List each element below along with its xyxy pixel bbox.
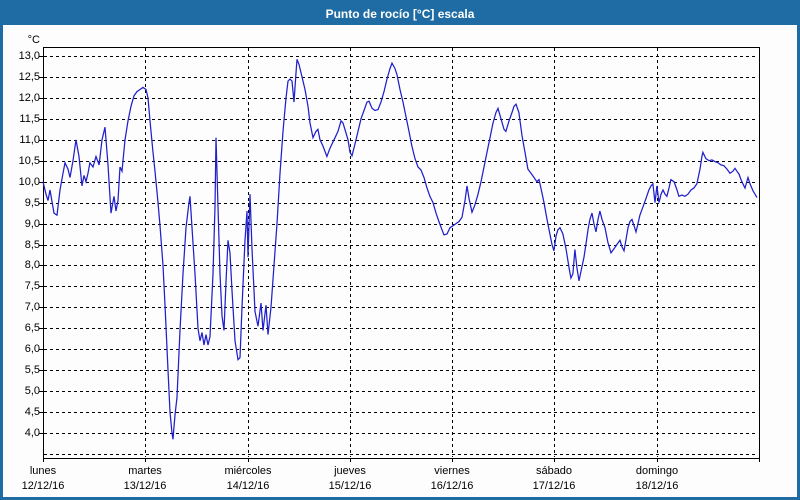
y-tick-label: 11,5 <box>19 113 40 125</box>
y-tick-label: 9,0 <box>24 218 40 230</box>
y-tick-label: 10,0 <box>18 176 40 188</box>
y-tick-label: 6,5 <box>24 322 40 334</box>
y-tick-label: 8,0 <box>24 259 40 271</box>
x-day-date: 13/12/16 <box>123 480 167 492</box>
x-day-date: 12/12/16 <box>21 480 65 492</box>
y-tick-label: 7,5 <box>24 280 40 292</box>
y-tick-label: 5,0 <box>24 385 40 397</box>
dewpoint-chart-plot-area <box>39 47 760 462</box>
window-titlebar: Punto de rocío [°C] escala <box>3 3 797 25</box>
dewpoint-line-series <box>42 59 758 440</box>
x-day-label: miércoles 14/12/16 <box>200 464 296 494</box>
plot-border <box>43 47 760 459</box>
x-day-date: 15/12/16 <box>328 480 372 492</box>
x-day-date: 18/12/16 <box>635 480 679 492</box>
x-day-label: jueves 15/12/16 <box>302 464 398 494</box>
x-day-weekday: lunes <box>29 465 57 477</box>
x-day-label: lunes 12/12/16 <box>0 464 91 494</box>
x-day-label: martes 13/12/16 <box>97 464 193 494</box>
x-day-label: sábado 17/12/16 <box>506 464 602 494</box>
y-tick-label: 11,0 <box>19 134 40 146</box>
x-day-weekday: jueves <box>334 465 366 477</box>
x-day-date: 16/12/16 <box>430 480 474 492</box>
x-day-label: viernes 16/12/16 <box>404 464 500 494</box>
y-tick-label: 5,5 <box>24 364 40 376</box>
y-tick-label: 9,5 <box>24 197 40 209</box>
y-tick-label: 12,5 <box>18 71 40 83</box>
x-day-weekday: miércoles <box>224 465 272 477</box>
x-day-label: domingo 18/12/16 <box>609 464 705 494</box>
x-day-date: 17/12/16 <box>532 480 576 492</box>
y-axis-unit-label: °C <box>27 34 40 46</box>
y-tick-label: 7,0 <box>24 301 40 313</box>
y-tick-label: 12,0 <box>18 92 40 104</box>
x-day-weekday: martes <box>128 465 162 477</box>
chart-title: Punto de rocío [°C] escala <box>325 7 475 21</box>
y-tick-label: 6,0 <box>24 343 40 355</box>
y-tick-label: 10,5 <box>18 155 40 167</box>
x-day-weekday: sábado <box>535 465 573 477</box>
y-tick-label: 4,5 <box>24 406 40 418</box>
y-tick-label: 13,0 <box>18 50 40 62</box>
x-day-date: 14/12/16 <box>226 480 270 492</box>
x-day-weekday: domingo <box>635 465 679 477</box>
y-tick-label: 8,5 <box>24 239 40 251</box>
x-day-weekday: viernes <box>434 465 470 477</box>
y-tick-label: 4,0 <box>24 427 40 439</box>
